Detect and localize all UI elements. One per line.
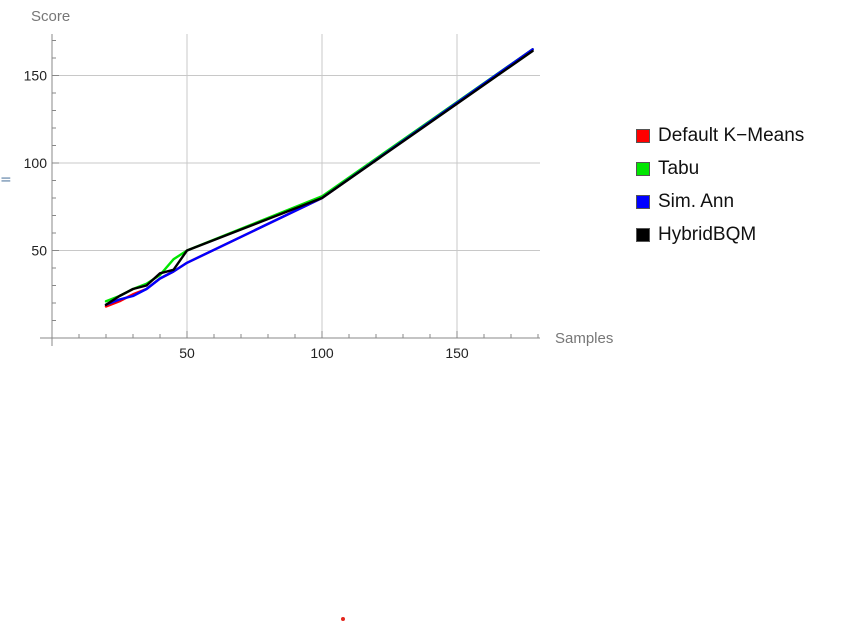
legend-swatch (636, 194, 650, 209)
y-axis-label: Score (31, 8, 70, 25)
legend-item: HybridBQM (636, 218, 804, 251)
grid-lines (52, 34, 540, 338)
series-line-sim-ann (104, 48, 534, 306)
x-tick-label-100: 100 (310, 345, 334, 361)
tick-marks (52, 40, 539, 338)
series-line-hybridbqm (104, 49, 534, 306)
x-tick-label-150: 150 (445, 345, 469, 361)
y-tick-label-150: 150 (24, 68, 48, 84)
legend-label: Tabu (658, 157, 700, 179)
legend-item: Sim. Ann (636, 185, 804, 218)
series-line-tabu (104, 48, 534, 303)
legend-swatch (636, 128, 650, 143)
legend-item: Tabu (636, 152, 804, 185)
y-tick-label-50: 50 (31, 243, 47, 259)
x-axis-label: Samples (555, 330, 613, 347)
y-tick-label-100: 100 (24, 155, 48, 171)
legend-swatch (636, 161, 650, 176)
stray-equals-mark: = (0, 172, 12, 188)
legend-swatch (636, 227, 650, 242)
series-lines (104, 48, 534, 308)
series-line-default-k-means (104, 48, 534, 308)
legend-label: Sim. Ann (658, 190, 735, 212)
legend-label: HybridBQM (658, 223, 757, 245)
tick-labels: 50 100 150 50 100 150 (24, 68, 469, 362)
red-dot (341, 617, 345, 621)
legend: Default K−Means Tabu Sim. Ann HybridBQM (636, 119, 804, 251)
x-tick-label-50: 50 (179, 345, 195, 361)
legend-label: Default K−Means (658, 124, 805, 146)
legend-item: Default K−Means (636, 119, 804, 152)
